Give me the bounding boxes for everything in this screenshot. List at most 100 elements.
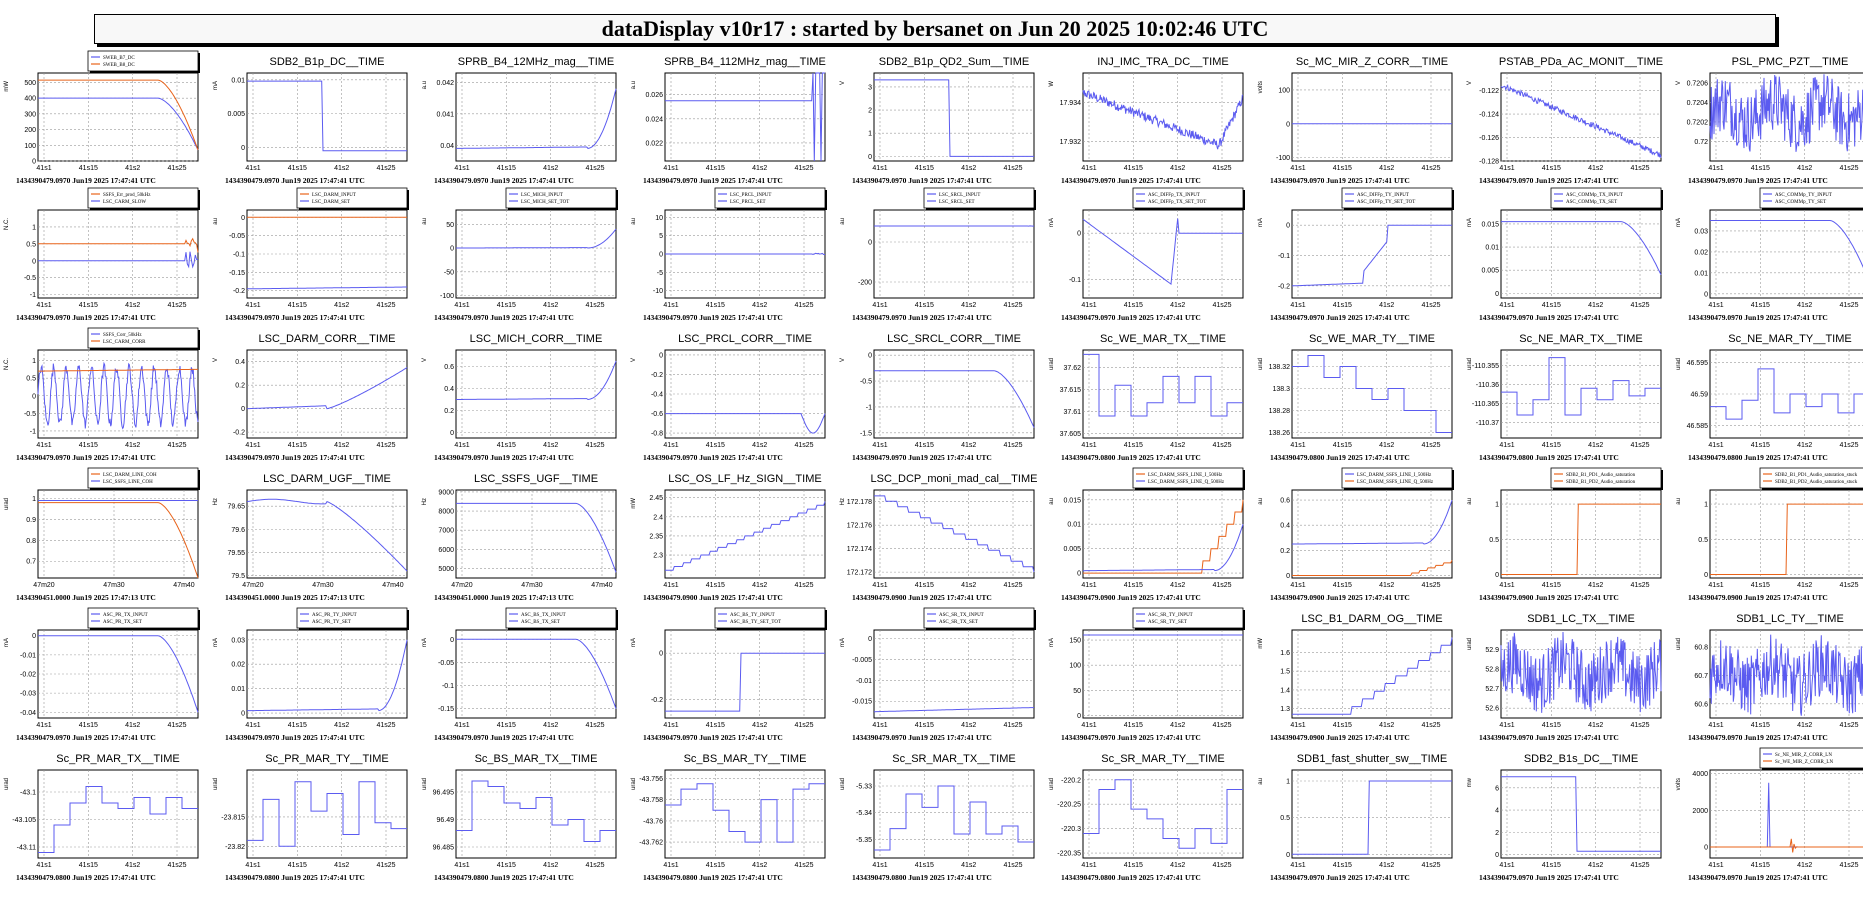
- x-tick-label: 41s15: [1542, 862, 1561, 869]
- y-tick-label: 0.03: [1694, 228, 1708, 235]
- chart-28: LSC_DARM_UGF__TIME Hz 79.5 79.55 79.6 79.65 47…: [213, 473, 408, 602]
- plot-frame: [664, 769, 826, 859]
- y-axis-label: mA: [1467, 218, 1473, 227]
- y-tick-label: 1: [1495, 502, 1499, 509]
- y-axis-label: au: [1467, 498, 1473, 505]
- chart-33: au 0 0.2 0.4 0.6 41s1 41s15 41s2 41s25 LSC_DARM_S…: [1258, 467, 1454, 602]
- x-tick-label: 41s25: [794, 582, 813, 589]
- y-tick-label: 172.172: [847, 570, 872, 577]
- chart-0: mW 0 100 200 300 400 500 41s1 41s15 41s2 41s25 SWEB…: [4, 50, 200, 185]
- x-tick-label: 41s1: [1708, 442, 1723, 449]
- data-series: [1291, 224, 1452, 287]
- x-tick-label: 41s2: [1379, 302, 1394, 309]
- y-tick-label: 96.485: [433, 845, 455, 852]
- x-tick-label: 41s15: [1751, 165, 1770, 172]
- x-tick-label: 41s1: [663, 302, 678, 309]
- data-series: [1710, 838, 1863, 853]
- y-tick-label: 0.041: [436, 111, 454, 118]
- y-tick-label: -0.01: [20, 652, 36, 659]
- x-tick-label: 41s15: [1333, 582, 1352, 589]
- chart-footer: 1434390479.0900 Jun19 2025 17:47:41 UTC: [1270, 593, 1410, 602]
- legend-label: LSC_MICH_INPUT: [521, 193, 563, 198]
- x-tick-label: 41s2: [543, 442, 558, 449]
- x-tick-label: 41s25: [167, 302, 186, 309]
- x-tick-label: 41s15: [288, 442, 307, 449]
- chart-41: mA 0 50 100 150 41s1 41s15 41s2 41s25 ASC_SR_TY_I…: [1049, 607, 1245, 742]
- legend-box: [1759, 187, 1863, 209]
- y-tick-label: 0.01: [1694, 270, 1708, 277]
- chart-32: au 0 0.005 0.01 0.015 41s1 41s15 41s2 41s25 LSC_D…: [1049, 467, 1245, 602]
- y-tick-label: 0: [1077, 713, 1081, 720]
- x-tick-label: 41s25: [1839, 722, 1858, 729]
- data-series: [1709, 74, 1863, 152]
- legend-box: [1759, 747, 1863, 769]
- y-tick-label: 0.5: [1489, 537, 1499, 544]
- chart-title: LSC_B1_DARM_OG__TIME: [1301, 613, 1442, 625]
- x-tick-label: 41s25: [1003, 165, 1022, 172]
- y-axis-label: mA: [4, 638, 10, 647]
- legend-label: ASC_DIFFp_TY_SET_TOT: [1357, 200, 1415, 205]
- y-axis-label: mA: [213, 638, 219, 647]
- x-tick-label: 41s25: [794, 302, 813, 309]
- x-tick-label: 41s1: [36, 442, 51, 449]
- y-tick-label: -43.105: [12, 817, 36, 824]
- x-tick-label: 41s25: [794, 165, 813, 172]
- x-tick-label: 41s25: [1421, 302, 1440, 309]
- x-tick-label: 41s15: [1124, 165, 1143, 172]
- data-series: [456, 360, 617, 401]
- plot-frame: [1500, 209, 1662, 299]
- chart-footer: 1434390479.0800 Jun19 2025 17:47:41 UTC: [643, 873, 783, 882]
- chart-12: au -10 -5 0 5 10 41s1 41s15 41s2 41s25 LSC_PRCL_IN…: [631, 187, 827, 322]
- chart-title: LSC_DARM_CORR__TIME: [259, 333, 396, 345]
- legend-box: [923, 187, 1035, 209]
- y-tick-label: 1.6: [1280, 650, 1290, 657]
- x-tick-label: 41s15: [79, 722, 98, 729]
- y-tick-label: 138.26: [1269, 430, 1291, 437]
- y-tick-label: -220.3: [1061, 826, 1081, 833]
- legend-label: ASC_SR_TY_SET: [1148, 620, 1187, 625]
- chart-footer: 1434390479.0970 Jun19 2025 17:47:41 UTC: [1479, 733, 1619, 742]
- y-tick-label: 0: [241, 215, 245, 222]
- y-tick-label: 0: [1077, 571, 1081, 578]
- plot-frame: [873, 629, 1035, 719]
- y-tick-label: 0: [32, 159, 36, 166]
- data-series: [874, 785, 1034, 851]
- y-tick-label: 0.9: [26, 517, 36, 524]
- chart-16: mA 0 0.005 0.01 0.015 41s1 41s15 41s2 41s25 ASC_C…: [1467, 187, 1663, 322]
- chart-22: LSC_SRCL_CORR__TIME V -1.5 -1 -0.5 0 41s1 41s15…: [840, 333, 1035, 462]
- data-series: [38, 251, 199, 269]
- chart-title: SDB2_B1p_QD2_Sum__TIME: [879, 56, 1029, 68]
- y-tick-label: 52.7: [1485, 686, 1499, 693]
- y-axis-label: Hz: [213, 498, 219, 505]
- y-tick-label: 79.55: [227, 550, 245, 557]
- x-tick-label: 41s15: [1542, 442, 1561, 449]
- x-tick-label: 41s25: [794, 442, 813, 449]
- y-tick-label: -0.2: [233, 288, 245, 295]
- chart-footer: 1434390479.0970 Jun19 2025 17:47:41 UTC: [225, 733, 365, 742]
- x-tick-label: 41s1: [1499, 862, 1514, 869]
- x-tick-label: 41s2: [1170, 722, 1185, 729]
- y-tick-label: 0: [32, 258, 36, 265]
- y-axis-label: au: [422, 218, 428, 225]
- data-series: [665, 413, 826, 434]
- x-tick-label: 41s1: [36, 722, 51, 729]
- x-tick-label: 41s2: [1588, 722, 1603, 729]
- legend-label: LSC_DARM_INPUT: [312, 193, 356, 198]
- y-axis-label: urad: [1676, 358, 1682, 370]
- y-axis-label: V: [631, 358, 637, 362]
- chart-40: mA -0.015 -0.01 -0.005 0 41s1 41s15 41s2 41s25 AS…: [840, 607, 1036, 742]
- y-tick-label: 0: [450, 430, 454, 437]
- chart-footer: 1434390479.0970 Jun19 2025 17:47:41 UTC: [16, 313, 156, 322]
- legend-label: SDB2_B1_PD2_Audio_saturation: [1566, 480, 1636, 485]
- y-tick-label: 0: [241, 406, 245, 413]
- y-tick-label: 50: [1073, 688, 1081, 695]
- x-tick-label: 41s2: [1588, 165, 1603, 172]
- x-tick-label: 41s2: [961, 302, 976, 309]
- data-series: [38, 97, 199, 151]
- y-tick-label: -0.5: [860, 379, 872, 386]
- y-axis-label: urad: [213, 778, 219, 790]
- legend-box: [714, 187, 826, 209]
- x-tick-label: 41s1: [1708, 722, 1723, 729]
